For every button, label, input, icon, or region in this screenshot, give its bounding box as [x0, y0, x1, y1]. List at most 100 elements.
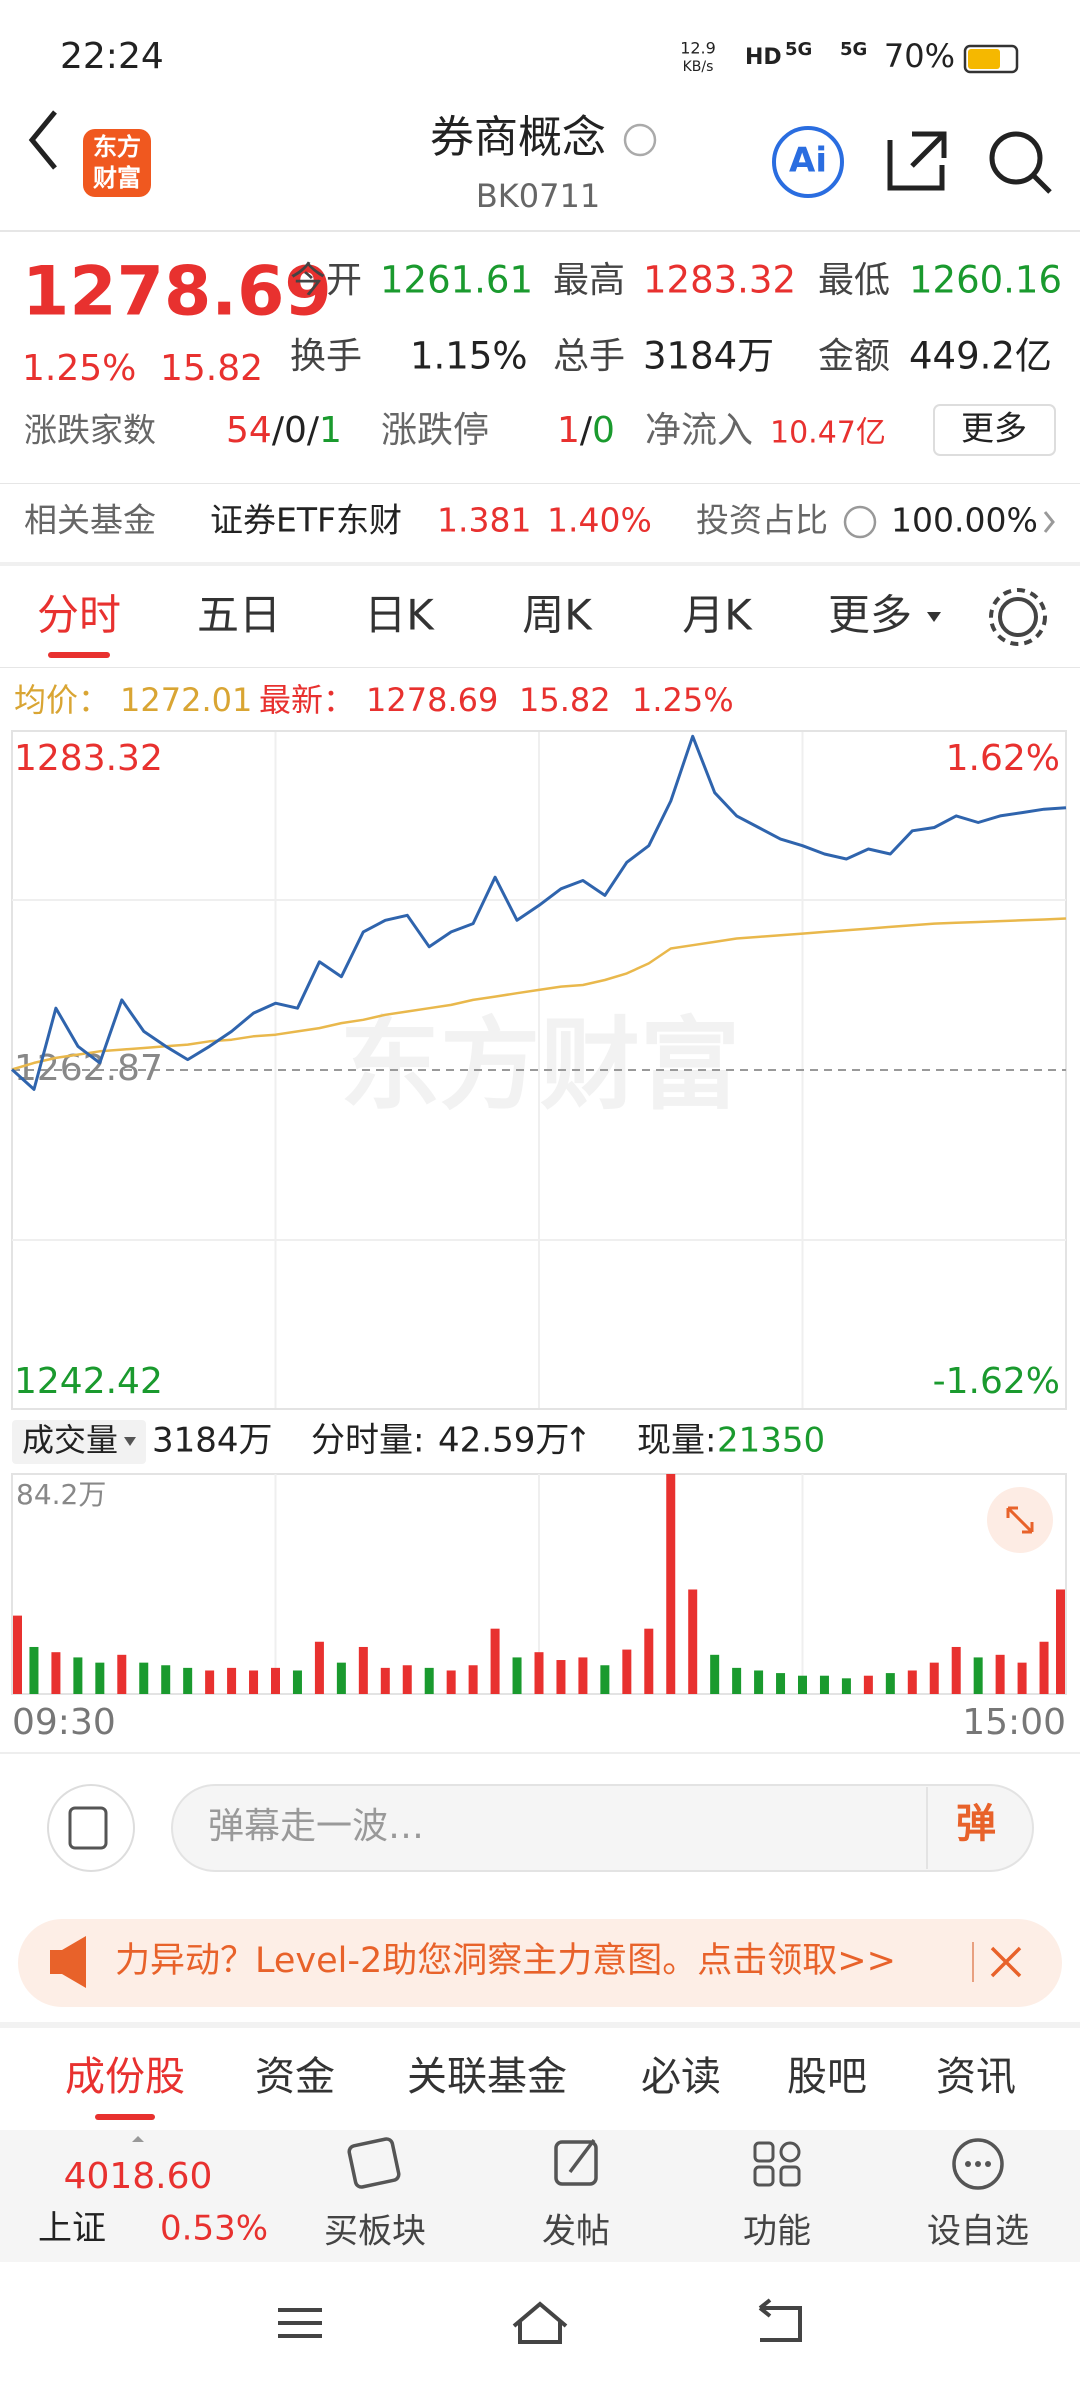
watchlist-icon: [985, 2161, 991, 2167]
legend-value: 1278.69: [366, 681, 498, 719]
volume-bar: [446, 1670, 456, 1694]
battery-percent: 70%: [884, 37, 955, 75]
volume-bar: [907, 1670, 917, 1694]
more-button[interactable]: [933, 404, 1056, 456]
breadth-part: 54: [226, 410, 272, 451]
watchlist-icon: [975, 2161, 981, 2167]
volume-bar: [161, 1665, 171, 1694]
y-tick-label: 1283.32: [14, 738, 163, 779]
volume-bar: [424, 1667, 434, 1694]
volume-bar: [358, 1646, 368, 1694]
back-nav-icon[interactable]: [758, 2298, 802, 2342]
content-tab[interactable]: 股吧: [787, 2054, 867, 2100]
stat-value: 3184万: [643, 335, 774, 378]
volume-bar: [468, 1665, 478, 1694]
volume-bar: [973, 1657, 983, 1694]
banner[interactable]: [18, 1919, 1062, 2007]
content-tab[interactable]: 资讯: [936, 2054, 1016, 2100]
volume-bar: [490, 1628, 500, 1694]
stat-label: 最低: [818, 260, 890, 301]
help-icon[interactable]: [843, 505, 877, 539]
volume-bar: [798, 1675, 807, 1694]
back-icon[interactable]: [28, 110, 57, 170]
close-icon[interactable]: [990, 1946, 1022, 1978]
breadth-part: 1: [319, 410, 342, 451]
banner-text[interactable]: 力异动？Level-2助您洞察主力意图。点击领取>>: [115, 1941, 896, 1981]
content-tab[interactable]: 资金: [255, 2054, 335, 2100]
period-tab[interactable]: 日K: [364, 591, 435, 640]
function-icon: [753, 2141, 775, 2163]
post-icon: [554, 2140, 598, 2186]
volume-selector[interactable]: [12, 1420, 146, 1464]
volume-bar: [863, 1675, 873, 1694]
volume-bar: [512, 1657, 522, 1694]
limit-part: 0: [592, 410, 615, 451]
toolbar-label[interactable]: 发帖: [542, 2212, 610, 2252]
dropdown-caret: [927, 612, 941, 622]
danmaku-button[interactable]: 弹: [956, 1801, 996, 1847]
board-code: BK0711: [476, 177, 600, 215]
chevron: [1043, 511, 1055, 533]
volume-bar: [776, 1673, 786, 1694]
period-tab[interactable]: 周K: [522, 591, 593, 640]
function-icon: [779, 2141, 801, 2163]
period-tab[interactable]: 分时: [37, 591, 121, 640]
ai-label[interactable]: Ai: [789, 141, 827, 181]
content-tab[interactable]: 关联基金: [407, 2054, 567, 2100]
stat-label: 金额: [818, 336, 890, 377]
volume-bar: [578, 1657, 588, 1694]
period-tab[interactable]: 五日: [197, 591, 281, 640]
inflow-value: 10.47亿: [770, 416, 886, 451]
function-icon: [779, 2165, 801, 2187]
ai-button[interactable]: [772, 126, 844, 198]
tab-underline: [95, 2114, 155, 2120]
limit-part: /: [580, 410, 593, 451]
content-tab[interactable]: 必读: [641, 2054, 721, 2100]
megaphone-icon: [50, 1936, 86, 1988]
legend-label: 最新：: [259, 681, 355, 719]
volume-bar: [951, 1646, 961, 1694]
legend-value: 15.82: [519, 681, 611, 719]
period-tab[interactable]: 更多: [828, 591, 912, 640]
minute-volume-label: 分时量:: [311, 1421, 424, 1461]
volume-bar: [929, 1662, 939, 1694]
x-tick-label: 09:30: [12, 1702, 116, 1743]
net-speed-unit: KB/s: [683, 59, 714, 75]
y2-tick-label: 1.62%: [946, 738, 1060, 779]
hd-indicator: HD: [745, 45, 782, 70]
volume-bar: [51, 1652, 61, 1694]
share-icon[interactable]: [887, 131, 947, 191]
toolbar-label[interactable]: 买板块: [324, 2212, 426, 2252]
stat-value: 449.2亿: [909, 335, 1052, 378]
menu-icon[interactable]: [278, 2308, 322, 2338]
tab-underline: [48, 652, 110, 658]
settings-icon[interactable]: [998, 597, 1038, 637]
divider: [0, 483, 1080, 484]
home-icon[interactable]: [512, 2301, 568, 2344]
volume-bar: [556, 1660, 566, 1694]
content-tab[interactable]: 成份股: [65, 2054, 185, 2100]
stat-value: 1260.16: [909, 259, 1062, 302]
volume-label[interactable]: 成交量: [22, 1421, 118, 1459]
volume-bar: [1017, 1662, 1027, 1694]
y2-tick-label: -1.62%: [933, 1361, 1060, 1402]
comment-icon-button[interactable]: [47, 1784, 135, 1872]
search-icon: [1031, 173, 1052, 194]
more-label[interactable]: 更多: [961, 409, 1027, 448]
legend-value: 1.25%: [632, 681, 734, 719]
comment-placeholder[interactable]: 弹幕走一波…: [208, 1806, 424, 1847]
dropdown-caret: [124, 1437, 136, 1446]
logo-text: 财富: [93, 164, 141, 192]
watermark: 东方财富: [340, 1006, 740, 1123]
toolbar-label[interactable]: 功能: [743, 2212, 811, 2252]
stat-label: 今开: [290, 260, 362, 301]
volume-bar: [600, 1665, 610, 1694]
toolbar-label[interactable]: 设自选: [927, 2212, 1029, 2252]
volume-bar: [117, 1654, 127, 1694]
stat-label: 最高: [553, 260, 625, 301]
search-icon[interactable]: [989, 131, 1043, 185]
period-tab[interactable]: 月K: [682, 591, 753, 640]
info-icon[interactable]: [623, 123, 657, 157]
comment-input[interactable]: [171, 1784, 1034, 1872]
fund-name[interactable]: 证券ETF东财: [210, 501, 402, 540]
